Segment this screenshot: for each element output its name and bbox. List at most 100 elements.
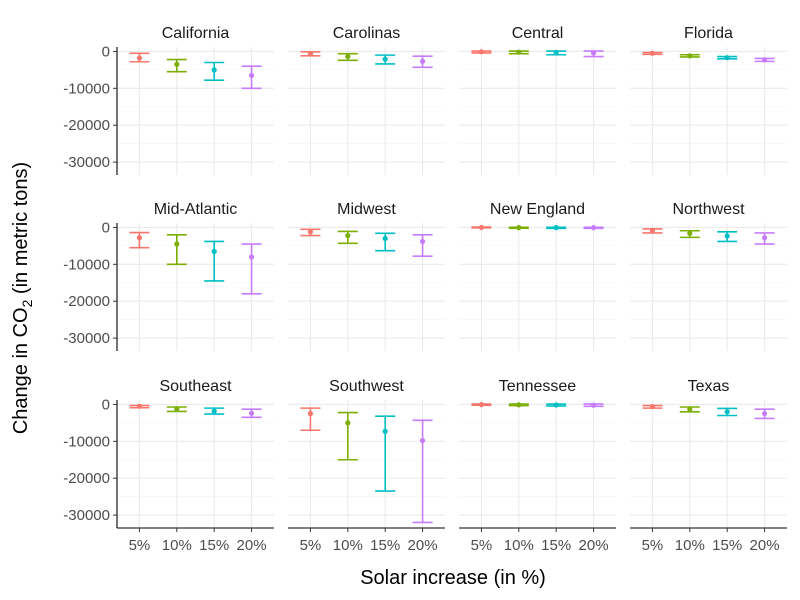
- error-bar: [129, 231, 150, 249]
- data-point: [136, 403, 143, 409]
- error-bar: [583, 402, 604, 408]
- error-bar: [412, 234, 433, 257]
- error-bar: [546, 49, 567, 56]
- data-point: [382, 56, 388, 62]
- data-point: [649, 50, 656, 56]
- y-tick-label: -30000: [63, 154, 110, 171]
- data-point: [345, 53, 351, 60]
- error-bar: [129, 403, 150, 409]
- data-point: [761, 411, 768, 417]
- x-tick-label: 5%: [300, 537, 322, 554]
- data-point: [516, 49, 522, 55]
- data-point: [211, 248, 217, 255]
- data-point: [419, 58, 426, 64]
- facet-title: Carolinas: [333, 25, 401, 42]
- x-tick-label: 10%: [162, 537, 192, 554]
- facet-title: Midwest: [337, 201, 396, 218]
- error-bar: [241, 65, 262, 90]
- facet-title: Tennessee: [499, 378, 576, 395]
- data-point: [419, 238, 426, 245]
- data-point: [516, 402, 522, 408]
- error-bar: [508, 49, 529, 55]
- error-bar: [754, 232, 775, 245]
- data-point: [553, 49, 559, 56]
- error-bar: [583, 225, 604, 231]
- x-tick-label: 10%: [504, 537, 534, 554]
- y-axis-title-main: Change in CO: [10, 307, 32, 434]
- data-point: [174, 61, 180, 67]
- error-bar: [679, 229, 700, 239]
- x-tick-label: 20%: [408, 537, 438, 554]
- error-bar: [583, 50, 604, 58]
- x-tick-label: 20%: [579, 537, 609, 554]
- facet-panel: Mid-Atlantic: [117, 201, 274, 351]
- error-bar: [129, 52, 150, 63]
- x-tick-label: 15%: [541, 537, 571, 554]
- error-bar: [679, 53, 700, 59]
- y-tick-label: -30000: [63, 507, 110, 524]
- x-axis-title: Solar increase (in %): [360, 567, 546, 589]
- error-bar: [241, 408, 262, 419]
- data-point: [687, 230, 693, 236]
- facet-title: Florida: [684, 25, 733, 42]
- data-point: [307, 51, 314, 57]
- error-bar: [166, 234, 187, 266]
- data-point: [761, 235, 768, 241]
- error-bar: [337, 230, 358, 245]
- y-tick-label: -10000: [63, 80, 110, 97]
- error-bar: [337, 411, 358, 461]
- error-bar: [546, 402, 567, 408]
- facet-title: New England: [490, 201, 585, 218]
- data-point: [419, 437, 426, 444]
- error-bar: [717, 55, 738, 61]
- error-bar: [508, 402, 529, 408]
- data-point: [516, 225, 522, 231]
- error-bar: [300, 228, 321, 237]
- facet-panel: Central: [459, 25, 616, 175]
- data-point: [478, 402, 485, 408]
- data-point: [649, 404, 656, 410]
- x-tick-label: 15%: [712, 537, 742, 554]
- facet-panel: Tennessee: [459, 378, 616, 528]
- error-bar: [375, 54, 396, 65]
- axes: 0 -10000 -20000 -30000 0 -10000 -20000 -30000 0 -…: [63, 43, 787, 554]
- data-point: [382, 235, 388, 242]
- facet-panel: Carolinas: [288, 25, 445, 175]
- y-axis-title: Change in CO2 (in metric tons): [10, 162, 35, 434]
- y-tick-label: -10000: [63, 256, 110, 273]
- x-tick-label: 5%: [471, 537, 493, 554]
- error-bar: [642, 404, 663, 410]
- data-point: [307, 411, 314, 417]
- error-bar: [546, 225, 567, 231]
- facet-panel: Midwest: [288, 201, 445, 351]
- y-tick-label: -10000: [63, 433, 110, 450]
- error-bar: [679, 406, 700, 413]
- x-tick-label: 10%: [333, 537, 363, 554]
- facet-panel: Florida: [630, 25, 787, 175]
- data-point: [687, 406, 693, 412]
- data-point: [553, 225, 559, 231]
- x-tick-label: 10%: [675, 537, 705, 554]
- facet-panel: California: [117, 25, 274, 175]
- error-bar: [508, 225, 529, 231]
- facet-title: Southwest: [329, 378, 404, 395]
- data-point: [174, 241, 180, 247]
- data-point: [590, 50, 597, 56]
- x-tick-label: 20%: [750, 537, 780, 554]
- x-tick-label: 15%: [370, 537, 400, 554]
- data-point: [590, 402, 597, 408]
- error-bar: [204, 61, 225, 81]
- facet-title: Mid-Atlantic: [154, 201, 238, 218]
- y-tick-label: 0: [102, 43, 110, 60]
- x-tick-label: 20%: [237, 537, 267, 554]
- error-bar: [471, 402, 492, 408]
- error-bar: [642, 50, 663, 56]
- facet-panel: Northwest: [630, 201, 787, 351]
- x-tick-label: 5%: [129, 537, 151, 554]
- error-bar: [166, 58, 187, 73]
- error-bar: [754, 408, 775, 420]
- data-point: [307, 229, 314, 235]
- error-bar: [642, 227, 663, 234]
- error-bar: [717, 231, 738, 243]
